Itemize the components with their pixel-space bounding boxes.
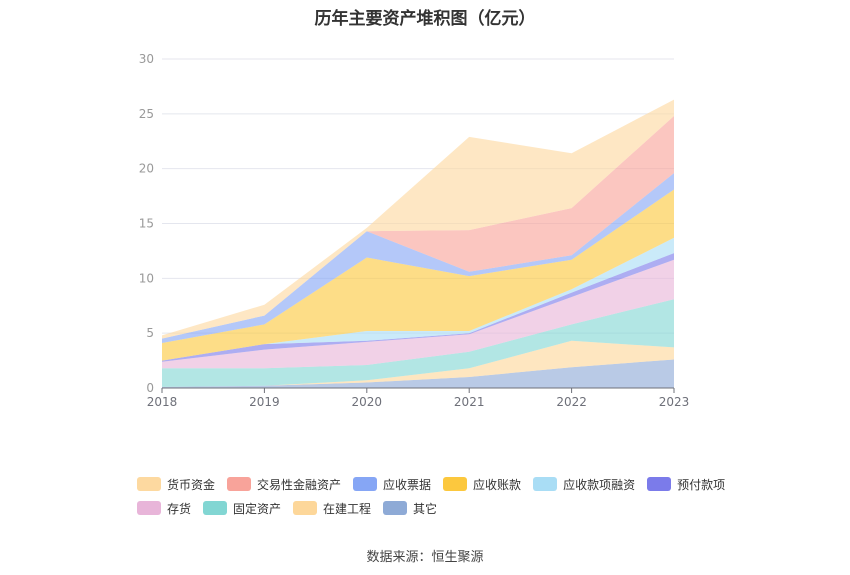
legend-label: 应收款项融资 [563, 477, 636, 492]
legend-label: 应收账款 [473, 477, 522, 492]
legend-label: 其它 [413, 501, 438, 516]
area-layer [162, 99, 674, 389]
area-series-其它[interactable] [162, 359, 674, 389]
legend-swatch [137, 477, 161, 491]
legend-item[interactable]: 应收账款 [443, 472, 521, 496]
y-tick-label: 20 [139, 162, 154, 176]
legend-item[interactable]: 存货 [137, 496, 191, 520]
area-series-在建工程[interactable] [162, 340, 674, 387]
legend-swatch [137, 501, 161, 515]
x-tick-label: 2018 [147, 395, 178, 409]
legend-swatch [203, 501, 228, 515]
area-series-固定资产[interactable] [162, 299, 674, 387]
y-tick-label: 5 [146, 326, 154, 340]
legend-item[interactable]: 其它 [383, 496, 437, 520]
area-series-交易性金融资产[interactable] [162, 116, 674, 339]
legend-label: 在建工程 [323, 501, 372, 516]
legend-item[interactable]: 交易性金融资产 [227, 472, 341, 496]
legend-item[interactable]: 应收票据 [353, 472, 431, 496]
legend-swatch [353, 477, 378, 491]
legend-item[interactable]: 预付款项 [647, 472, 725, 496]
y-tick-label: 0 [146, 381, 154, 395]
legend-label: 货币资金 [167, 477, 216, 492]
legend-label: 预付款项 [677, 477, 726, 492]
area-series-应收款项融资[interactable] [162, 237, 674, 361]
y-tick-label: 10 [139, 271, 154, 285]
axis-layer: 0 5 10 15 20 25 30 2018 2019 2020 2021 2022 2023 [139, 52, 690, 409]
legend-swatch [227, 477, 252, 491]
legend-item[interactable]: 应收款项融资 [533, 472, 635, 496]
y-tick-label: 25 [139, 107, 154, 121]
legend-label: 交易性金融资产 [257, 477, 342, 492]
area-series-存货[interactable] [162, 259, 674, 369]
y-tick-label: 15 [139, 217, 154, 231]
area-series-应收票据[interactable] [162, 173, 674, 343]
stacked-area-chart: 0 5 10 15 20 25 30 2018 2019 2020 2021 2022 2023 [139, 52, 690, 409]
legend-item[interactable]: 固定资产 [203, 496, 281, 520]
legend-swatch [647, 477, 672, 491]
y-tick-label: 30 [139, 52, 154, 66]
x-tick-label: 2022 [556, 395, 587, 409]
area-series-货币资金[interactable] [162, 99, 674, 339]
legend-row: 货币资金 交易性金融资产 应收票据 应收账款 应收款项融资 预付款项 [137, 472, 757, 496]
legend-item[interactable]: 货币资金 [137, 472, 215, 496]
legend-swatch [533, 477, 558, 491]
x-tick-label: 2023 [659, 395, 690, 409]
legend-label: 应收票据 [383, 477, 432, 492]
legend-swatch [443, 477, 468, 491]
legend-label: 存货 [167, 501, 192, 516]
legend: 货币资金 交易性金融资产 应收票据 应收账款 应收款项融资 预付款项 存货 固定资产 在建工程… [137, 472, 757, 520]
x-tick-label: 2019 [249, 395, 280, 409]
legend-row: 存货 固定资产 在建工程 其它 [137, 496, 757, 520]
area-series-应收账款[interactable] [162, 189, 674, 361]
x-tick-label: 2020 [352, 395, 383, 409]
legend-item[interactable]: 在建工程 [293, 496, 371, 520]
chart-title: 历年主要资产堆积图（亿元） [314, 9, 536, 29]
legend-swatch [383, 501, 408, 515]
data-source: 数据来源：恒生聚源 [366, 550, 484, 565]
legend-label: 固定资产 [233, 501, 282, 516]
x-tick-label: 2021 [454, 395, 485, 409]
legend-swatch [293, 501, 318, 515]
